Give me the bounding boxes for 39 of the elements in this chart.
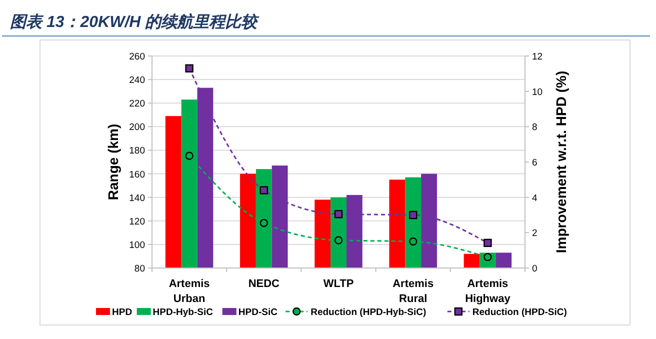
- y-tick-label: 160: [129, 169, 145, 180]
- point: [334, 236, 343, 244]
- y2-tick-label: 6: [532, 158, 538, 168]
- y-tick-label: 200: [129, 122, 145, 134]
- legend-label: HPD-SiC: [238, 307, 278, 318]
- point: [260, 186, 268, 194]
- y2-tick-label: 10: [532, 86, 543, 98]
- legend-label: Reduction (HPD-SiC): [472, 307, 567, 318]
- point: [185, 64, 194, 72]
- legend-label: HPD-Hyb-SiC: [152, 307, 214, 318]
- point: [334, 210, 343, 218]
- point: [260, 218, 268, 228]
- x-tick-label: NEDC: [248, 278, 280, 290]
- legend-label: HPD: [112, 307, 132, 318]
- chart-title: 图表 13：20KW/H 的续航里程比较: [10, 13, 260, 31]
- point: [409, 237, 418, 246]
- x-tick-label: Artemis Highway: [465, 278, 512, 305]
- x-tick-label: Artemis Urban: [168, 278, 210, 305]
- x-tick-label: WLTP: [323, 278, 354, 290]
- y-tick-label: 260: [129, 52, 145, 62]
- point: [185, 152, 194, 160]
- y2-tick-label: 8: [532, 122, 538, 134]
- y-tick-label: 120: [129, 216, 145, 228]
- y-tick-label: 180: [129, 146, 145, 157]
- y-tick-label: 220: [129, 98, 145, 110]
- x-tick-label: Artemis Rural: [392, 278, 434, 305]
- y-tick-label: 140: [129, 192, 145, 204]
- legend-label: Reduction (HPD-Hyb-SiC): [310, 307, 426, 318]
- y2-tick-label: 2: [532, 228, 538, 240]
- point: [484, 238, 492, 248]
- y2-tick-label: 12: [532, 52, 543, 62]
- y-tick-label: 240: [129, 75, 145, 86]
- point: [409, 210, 418, 220]
- y2-axis-title: Improvement w.r.t. HPD (%): [553, 70, 569, 254]
- y2-tick-label: 0: [532, 264, 538, 274]
- y-axis-title: Range (km): [105, 124, 121, 200]
- y-tick-label: 100: [129, 240, 145, 251]
- y-tick-label: 80: [134, 264, 145, 274]
- y2-tick-label: 4: [532, 192, 538, 204]
